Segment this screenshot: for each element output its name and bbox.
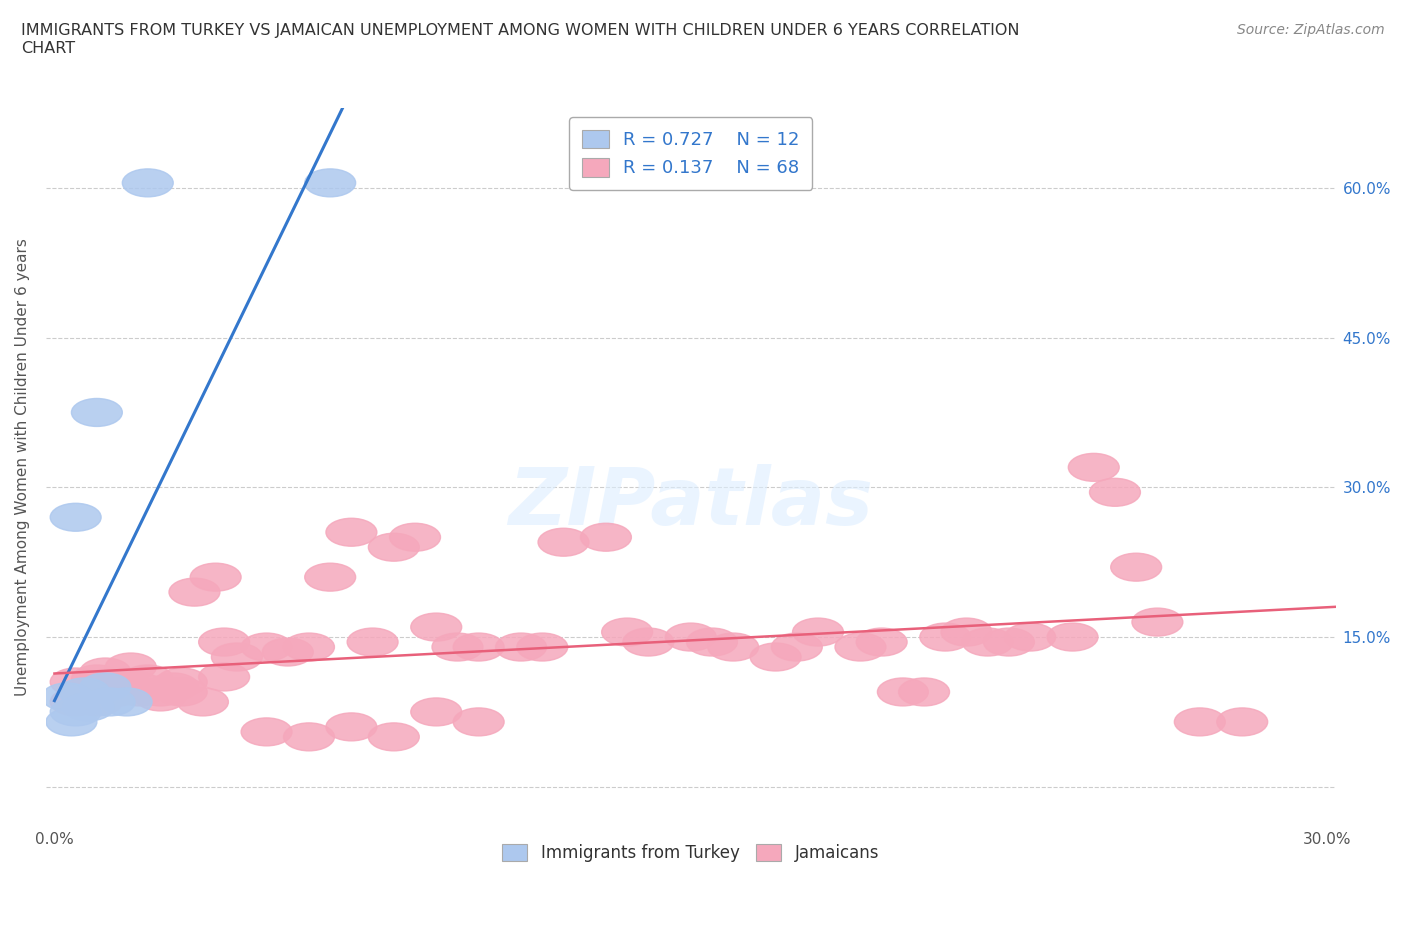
Ellipse shape <box>962 628 1014 656</box>
Ellipse shape <box>347 628 398 656</box>
Ellipse shape <box>211 643 263 671</box>
Ellipse shape <box>920 623 970 651</box>
Ellipse shape <box>42 683 93 711</box>
Ellipse shape <box>156 678 207 706</box>
Ellipse shape <box>198 628 250 656</box>
Ellipse shape <box>122 665 173 693</box>
Ellipse shape <box>135 678 186 706</box>
Ellipse shape <box>59 678 110 706</box>
Ellipse shape <box>72 688 122 716</box>
Ellipse shape <box>1216 708 1268 736</box>
Ellipse shape <box>877 678 928 706</box>
Ellipse shape <box>72 665 122 693</box>
Ellipse shape <box>389 524 440 551</box>
Text: Source: ZipAtlas.com: Source: ZipAtlas.com <box>1237 23 1385 37</box>
Ellipse shape <box>190 564 240 591</box>
Ellipse shape <box>63 693 114 721</box>
Ellipse shape <box>665 623 716 651</box>
Ellipse shape <box>751 643 801 671</box>
Ellipse shape <box>122 169 173 197</box>
Ellipse shape <box>983 628 1035 656</box>
Ellipse shape <box>105 653 156 681</box>
Ellipse shape <box>1069 454 1119 482</box>
Ellipse shape <box>581 524 631 551</box>
Text: ZIPatlas: ZIPatlas <box>508 464 873 542</box>
Y-axis label: Unemployment Among Women with Children Under 6 years: Unemployment Among Women with Children U… <box>15 238 30 697</box>
Ellipse shape <box>538 528 589 556</box>
Ellipse shape <box>114 678 165 706</box>
Ellipse shape <box>368 723 419 751</box>
Ellipse shape <box>305 564 356 591</box>
Ellipse shape <box>602 618 652 646</box>
Ellipse shape <box>835 633 886 661</box>
Ellipse shape <box>263 638 314 666</box>
Ellipse shape <box>856 628 907 656</box>
Ellipse shape <box>623 628 673 656</box>
Ellipse shape <box>326 713 377 741</box>
Ellipse shape <box>72 398 122 427</box>
Ellipse shape <box>169 578 219 606</box>
Ellipse shape <box>1005 623 1056 651</box>
Ellipse shape <box>1132 608 1182 636</box>
Ellipse shape <box>432 633 482 661</box>
Ellipse shape <box>114 673 165 701</box>
Ellipse shape <box>453 708 505 736</box>
Ellipse shape <box>46 708 97 736</box>
Ellipse shape <box>80 673 131 701</box>
Ellipse shape <box>305 169 356 197</box>
Ellipse shape <box>240 633 292 661</box>
Ellipse shape <box>240 718 292 746</box>
Ellipse shape <box>84 688 135 716</box>
Text: IMMIGRANTS FROM TURKEY VS JAMAICAN UNEMPLOYMENT AMONG WOMEN WITH CHILDREN UNDER : IMMIGRANTS FROM TURKEY VS JAMAICAN UNEMP… <box>21 23 1019 56</box>
Ellipse shape <box>772 633 823 661</box>
Ellipse shape <box>368 533 419 561</box>
Ellipse shape <box>51 668 101 696</box>
Ellipse shape <box>51 688 101 716</box>
Ellipse shape <box>1090 478 1140 506</box>
Ellipse shape <box>517 633 568 661</box>
Legend: Immigrants from Turkey, Jamaicans: Immigrants from Turkey, Jamaicans <box>496 837 886 869</box>
Ellipse shape <box>177 688 228 716</box>
Ellipse shape <box>411 698 461 726</box>
Ellipse shape <box>101 688 152 716</box>
Ellipse shape <box>80 658 131 686</box>
Ellipse shape <box>198 663 250 691</box>
Ellipse shape <box>453 633 505 661</box>
Ellipse shape <box>793 618 844 646</box>
Ellipse shape <box>941 618 993 646</box>
Ellipse shape <box>156 668 207 696</box>
Ellipse shape <box>1174 708 1225 736</box>
Ellipse shape <box>1111 553 1161 581</box>
Ellipse shape <box>93 678 143 706</box>
Ellipse shape <box>326 518 377 546</box>
Ellipse shape <box>93 673 143 701</box>
Ellipse shape <box>135 683 186 711</box>
Ellipse shape <box>496 633 547 661</box>
Ellipse shape <box>284 633 335 661</box>
Ellipse shape <box>148 673 198 701</box>
Ellipse shape <box>411 613 461 641</box>
Ellipse shape <box>63 678 114 706</box>
Ellipse shape <box>1047 623 1098 651</box>
Ellipse shape <box>284 723 335 751</box>
Ellipse shape <box>898 678 949 706</box>
Ellipse shape <box>686 628 737 656</box>
Ellipse shape <box>51 698 101 726</box>
Ellipse shape <box>51 503 101 531</box>
Ellipse shape <box>707 633 759 661</box>
